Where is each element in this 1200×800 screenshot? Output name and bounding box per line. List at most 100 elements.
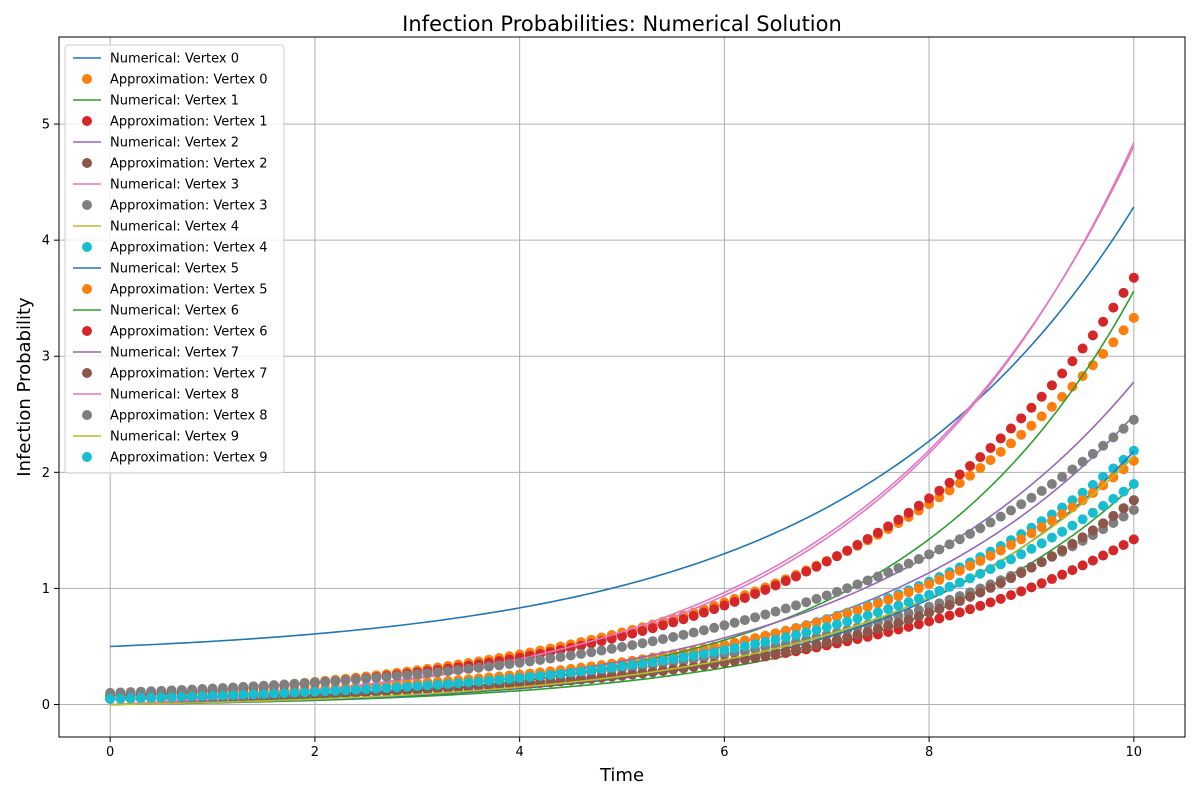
data-point [1067,520,1078,531]
data-point [954,478,965,489]
data-point [545,653,556,664]
data-point [555,652,566,663]
data-point [330,676,341,687]
data-point [606,662,617,673]
legend: Numerical: Vertex 0 Approximation: Vertex… [64,44,285,474]
data-point [1098,440,1109,451]
data-point [1118,287,1129,298]
data-point [473,676,484,687]
data-point [1128,272,1139,283]
data-point [893,600,904,611]
data-point [309,677,320,688]
data-point [739,615,750,626]
legend-item: Numerical: Vertex 6 [73,304,239,319]
data-point [381,682,392,693]
legend-item: Approximation: Vertex 8 [82,409,268,424]
legend-item: Approximation: Vertex 9 [82,451,268,466]
series-19 [105,479,1139,704]
data-point [698,648,709,659]
data-point [729,643,740,654]
data-point [1128,495,1139,506]
data-point [791,571,802,582]
legend-item: Numerical: Vertex 7 [73,346,239,361]
plot-series [105,142,1139,706]
data-point [934,485,945,496]
legend-label: Numerical: Vertex 2 [110,136,239,151]
data-point [862,626,873,637]
data-point [821,590,832,601]
data-point [872,527,883,538]
legend-item: Approximation: Vertex 6 [82,325,268,340]
data-point [770,606,781,617]
data-point [1046,532,1057,543]
data-point [872,598,883,609]
data-point [924,579,935,590]
data-point [1077,487,1088,498]
data-point [842,608,853,619]
legend-label: Numerical: Vertex 9 [110,430,239,445]
data-point [258,680,269,691]
data-point [1057,545,1068,556]
y-axis-title: Infection Probability [14,297,35,477]
data-point [1026,420,1037,431]
data-point [330,685,341,696]
data-point [1016,568,1027,578]
data-point [1077,532,1088,543]
data-point [842,632,853,643]
legend-label: Numerical: Vertex 4 [110,220,239,235]
data-point [1098,518,1109,529]
data-point [1067,565,1078,576]
data-point [197,684,208,695]
legend-item: Numerical: Vertex 8 [73,388,239,403]
data-point [893,591,904,602]
data-point [647,657,658,668]
x-tick-label: 2 [311,745,319,760]
data-point [934,603,945,614]
data-point [1005,505,1016,516]
data-point [1108,517,1119,528]
data-point [934,585,945,596]
legend-swatch-marker [82,410,92,420]
data-point [483,675,494,686]
data-point [729,596,740,607]
data-point [1108,545,1119,556]
legend-swatch-marker [82,200,92,210]
data-point [1016,549,1027,560]
data-point [811,639,822,650]
data-point [371,683,382,694]
data-point [965,573,976,584]
data-point [412,669,423,680]
data-point [954,534,965,545]
data-point [135,692,146,703]
data-point [709,604,720,615]
y-tick-label: 2 [42,466,50,481]
data-point [811,561,822,572]
data-point [852,539,863,550]
data-point [1046,380,1057,391]
data-point [995,446,1006,457]
x-axis-title: Time [599,765,644,786]
x-tick-label: 6 [720,745,728,760]
data-point [862,575,873,586]
data-point [238,681,249,692]
data-point [903,558,914,569]
data-point [995,559,1006,570]
data-point [903,614,914,625]
data-point [831,619,842,630]
data-point [1118,454,1129,465]
data-point [831,551,842,562]
data-point [831,586,842,597]
data-point [995,433,1006,444]
data-point [1057,526,1068,537]
data-point [1067,495,1078,506]
data-point [954,469,965,480]
series-17 [105,414,1139,698]
legend-item: Numerical: Vertex 1 [73,94,239,109]
data-point [432,679,443,690]
data-point [586,665,597,676]
data-point [698,660,709,671]
data-point [1108,493,1119,504]
data-point [627,628,638,639]
data-point [524,656,535,667]
data-point [1046,401,1057,412]
